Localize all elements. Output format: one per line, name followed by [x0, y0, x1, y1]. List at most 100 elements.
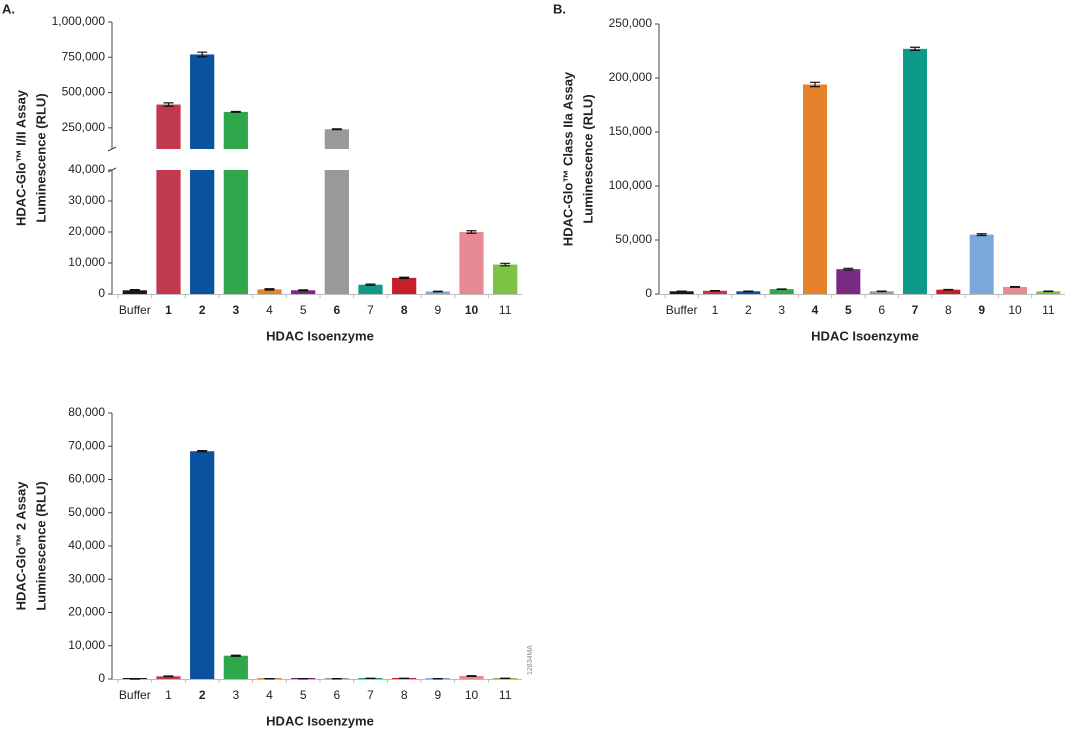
- error-bar: [264, 288, 275, 291]
- y-tick-label: 200,000: [609, 70, 653, 84]
- bar: [324, 170, 349, 294]
- error-bar: [230, 654, 241, 657]
- error-bar: [910, 46, 920, 52]
- x-tick-label: 5: [845, 303, 852, 317]
- bar-upper: [324, 129, 349, 149]
- bar: [358, 284, 383, 294]
- bar: [459, 232, 484, 294]
- error-bar: [500, 262, 511, 267]
- y-tick-label: 20,000: [68, 605, 105, 619]
- x-tick-label: 2: [745, 303, 752, 317]
- bar: [156, 170, 181, 294]
- x-tick-label: 6: [333, 688, 340, 702]
- x-tick-label: 4: [266, 303, 273, 317]
- y-tick-label: 10,000: [68, 255, 105, 269]
- bar: [493, 264, 518, 294]
- bar: [803, 84, 827, 294]
- x-tick-label: 1: [165, 303, 172, 317]
- bar: [969, 234, 994, 294]
- panel-label: A.: [2, 1, 15, 16]
- error-bar: [197, 51, 208, 58]
- error-bar: [230, 110, 241, 113]
- y-tick-label: 1,000,000: [52, 14, 106, 28]
- bar-upper: [223, 111, 248, 149]
- axis-break: [107, 146, 117, 152]
- bar: [769, 289, 794, 294]
- panel-label: B.: [553, 1, 566, 16]
- x-tick-label: 4: [266, 688, 273, 702]
- y-tick-label: 500,000: [62, 85, 106, 99]
- y-tick-label: 0: [98, 286, 105, 300]
- x-tick-label: 3: [778, 303, 785, 317]
- x-tick-label: 7: [367, 303, 374, 317]
- x-tick-label: 7: [367, 688, 374, 702]
- x-tick-label: 11: [1042, 303, 1055, 317]
- y-tick-label: 0: [98, 671, 105, 685]
- y-axis-title: HDAC-Glo™ 2 Assay: [13, 481, 28, 611]
- bar: [836, 269, 861, 294]
- y-tick-label: 70,000: [68, 438, 105, 452]
- error-bar: [129, 289, 140, 292]
- bar: [425, 291, 450, 294]
- y-tick-label: 50,000: [68, 505, 105, 519]
- bar: [1003, 286, 1027, 294]
- y-tick-label: 250,000: [609, 16, 653, 30]
- bar: [392, 277, 417, 294]
- x-tick-label: 2: [199, 688, 206, 702]
- bar: [936, 289, 961, 294]
- error-bar: [331, 128, 342, 131]
- x-tick-label: 8: [945, 303, 952, 317]
- x-tick-label: 7: [912, 303, 919, 317]
- y-tick-label: 100,000: [609, 178, 653, 192]
- y-tick-label: 20,000: [68, 224, 105, 238]
- y-tick-label: 30,000: [68, 571, 105, 585]
- y-axis-title: Luminescence (RLU): [33, 481, 48, 610]
- bar: [122, 290, 147, 294]
- x-tick-label: 10: [465, 303, 479, 317]
- x-tick-label: 10: [1008, 303, 1022, 317]
- x-tick-label: 3: [232, 303, 239, 317]
- y-tick-label: 60,000: [68, 472, 105, 486]
- x-tick-label: 11: [499, 688, 512, 702]
- x-tick-label: 5: [300, 303, 307, 317]
- y-tick-label: 10,000: [68, 638, 105, 652]
- y-tick-label: 0: [645, 286, 652, 300]
- y-tick-label: 50,000: [615, 232, 652, 246]
- bar: [736, 291, 761, 294]
- x-tick-label: 1: [712, 303, 719, 317]
- x-tick-label: 10: [465, 688, 479, 702]
- x-tick-label: 11: [499, 303, 512, 317]
- x-tick-label: 9: [434, 688, 441, 702]
- y-axis-title: HDAC-Glo™ Class IIa Assay: [560, 71, 575, 246]
- x-tick-label: 8: [401, 688, 408, 702]
- x-tick-label: 6: [333, 303, 340, 317]
- bar: [291, 290, 316, 294]
- x-tick-label: Buffer: [666, 303, 698, 317]
- x-tick-label: 3: [232, 688, 239, 702]
- axis-break: [107, 167, 117, 173]
- y-tick-label: 40,000: [68, 162, 105, 176]
- bar: [190, 451, 215, 679]
- error-bar: [197, 449, 208, 453]
- x-tick-label: Buffer: [119, 303, 151, 317]
- y-axis-title: HDAC-Glo™ I/II Assay: [13, 89, 28, 226]
- bar: [223, 655, 248, 679]
- y-axis-title: Luminescence (RLU): [33, 93, 48, 222]
- x-axis-title: HDAC Isoenzyme: [266, 328, 374, 343]
- x-tick-label: 9: [434, 303, 441, 317]
- bar: [156, 676, 181, 679]
- bar: [1036, 291, 1061, 294]
- y-tick-label: 250,000: [62, 120, 106, 134]
- x-tick-label: 9: [978, 303, 985, 317]
- x-axis-title: HDAC Isoenzyme: [266, 713, 374, 728]
- error-bar: [1010, 286, 1020, 288]
- bar-upper: [190, 54, 215, 150]
- x-tick-label: 6: [878, 303, 885, 317]
- x-tick-label: 8: [401, 303, 408, 317]
- error-bar: [466, 675, 477, 677]
- error-bar: [843, 267, 854, 271]
- bar: [257, 289, 282, 294]
- x-tick-label: 2: [199, 303, 206, 317]
- error-bar: [976, 233, 987, 237]
- y-tick-label: 80,000: [68, 405, 105, 419]
